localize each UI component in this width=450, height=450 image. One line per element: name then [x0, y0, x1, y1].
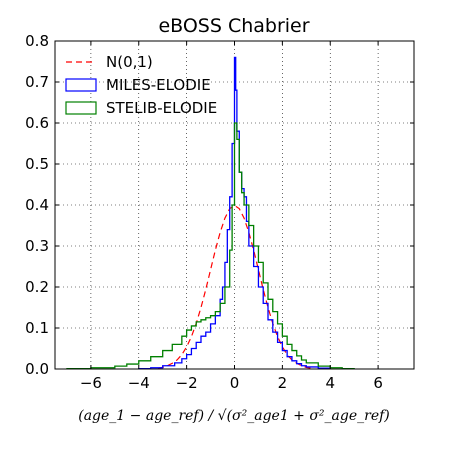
series-group [66, 56, 355, 370]
series-miles-elodie [138, 56, 331, 370]
x-tick-label: 0 [230, 374, 240, 392]
y-tick-label: 0.0 [25, 360, 49, 378]
y-tick-label: 0.7 [25, 73, 49, 91]
x-tick-label: 4 [325, 374, 335, 392]
series-stelib-elodie [66, 122, 355, 370]
y-tick-label: 0.6 [25, 114, 49, 132]
x-tick-label: 6 [373, 374, 383, 392]
x-tick-label: −4 [128, 374, 150, 392]
legend-item: N(0,1) [66, 53, 153, 71]
y-tick-label: 0.8 [25, 32, 49, 50]
x-tick-label: −6 [80, 374, 102, 392]
legend-item: MILES-ELODIE [65, 76, 211, 94]
series-normal-curve [157, 204, 312, 369]
legend-label: MILES-ELODIE [106, 76, 211, 94]
legend-item: STELIB-ELODIE [65, 99, 217, 117]
x-tick-label: 2 [278, 374, 288, 392]
x-axis-label: (age_1 − age_ref) / √(σ²_age1 + σ²_age_r… [78, 408, 390, 424]
y-tick-label: 0.4 [25, 196, 49, 214]
x-tick-label: −2 [176, 374, 198, 392]
chart-title: eBOSS Chabrier [158, 15, 309, 37]
legend-swatch [65, 101, 97, 115]
y-tick-label: 0.5 [25, 155, 49, 173]
legend: N(0,1) MILES-ELODIE STELIB-ELODIE [65, 53, 217, 117]
y-tick-label: 0.2 [25, 278, 49, 296]
legend-swatch [65, 78, 97, 92]
y-tick-label: 0.1 [25, 319, 49, 337]
ticks: −6 −4 −2 0 2 4 6 0.0 0.1 0.2 0.3 0.4 0.5 0.6 0.7 0.8 [25, 32, 414, 392]
legend-label: N(0,1) [106, 53, 153, 71]
y-tick-label: 0.3 [25, 237, 49, 255]
x-axis-label-text: (age_1 − age_ref) / √(σ²_age1 + σ²_age_r… [78, 408, 390, 424]
legend-label: STELIB-ELODIE [106, 99, 217, 117]
